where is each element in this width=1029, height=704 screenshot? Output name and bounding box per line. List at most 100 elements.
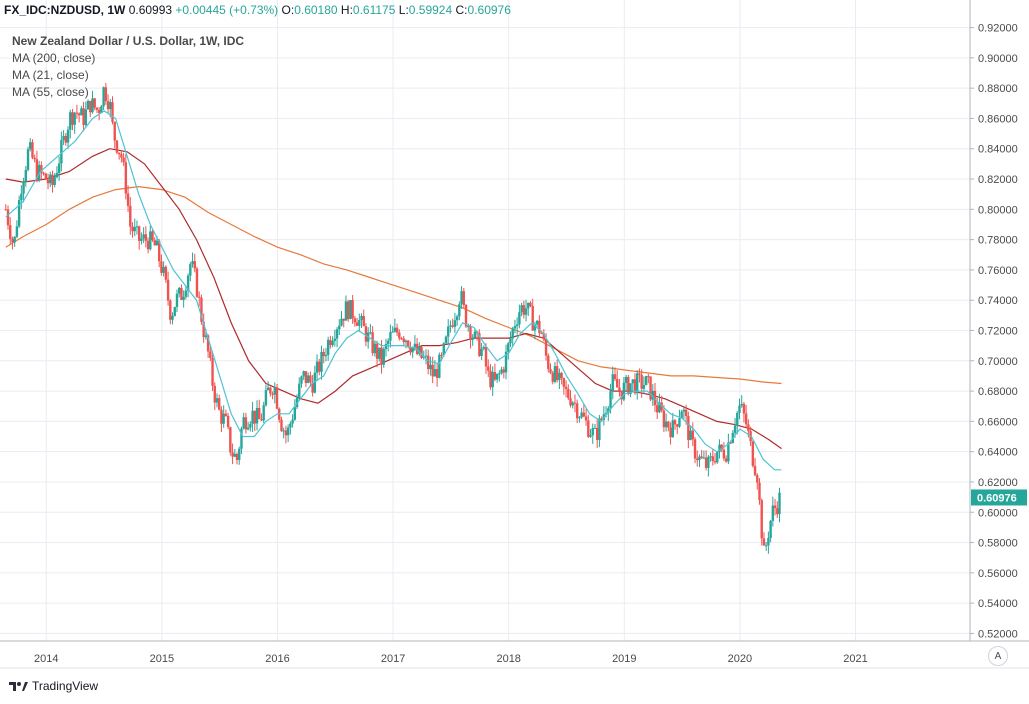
- candle-body: [684, 409, 688, 417]
- candle-body: [402, 338, 405, 343]
- candle-body: [255, 407, 259, 424]
- candle-body: [155, 240, 159, 246]
- candle-body: [97, 109, 101, 114]
- candle-body: [762, 538, 766, 546]
- candle-body: [289, 423, 292, 428]
- auto-scale-button[interactable]: A: [988, 646, 1008, 666]
- candle-body: [658, 402, 661, 413]
- high-label: H:: [340, 3, 353, 17]
- candle-body: [547, 355, 550, 370]
- candle-body: [709, 456, 712, 458]
- candle-body: [331, 340, 334, 346]
- symbol-name[interactable]: FX_IDC:NZDUSD, 1W: [4, 3, 126, 17]
- candle-body: [151, 231, 154, 241]
- candle-body: [409, 346, 412, 353]
- candle-body: [375, 343, 379, 359]
- candle-body: [251, 410, 254, 424]
- candle-body: [447, 326, 450, 337]
- x-tick-label: 2019: [612, 653, 636, 665]
- candle-body: [413, 343, 417, 348]
- candle-body: [189, 264, 192, 276]
- candle-body: [133, 226, 136, 232]
- candle-body: [453, 320, 457, 327]
- candle-body: [542, 333, 546, 340]
- candle-body: [740, 403, 743, 406]
- candle-body: [380, 347, 383, 365]
- legend-ma200[interactable]: MA (200, close): [12, 51, 96, 65]
- candle-body: [733, 425, 737, 433]
- candle-body: [318, 361, 321, 372]
- candle-body: [742, 403, 746, 414]
- candle-body: [529, 302, 532, 307]
- candle-body: [86, 100, 90, 110]
- candle-body: [53, 177, 56, 185]
- candle-body: [771, 505, 775, 521]
- candle-body: [162, 266, 165, 273]
- candle-body: [518, 312, 521, 325]
- candle-body: [520, 305, 523, 313]
- candle-body: [595, 427, 599, 440]
- legend-ma21[interactable]: MA (21, close): [12, 68, 89, 82]
- candle-body: [511, 328, 514, 339]
- ma55-line: [5, 148, 782, 450]
- candle-body: [773, 505, 777, 509]
- candle-body: [389, 332, 392, 341]
- candle-body: [633, 379, 637, 394]
- candle-body: [531, 306, 534, 331]
- candle-body: [46, 179, 50, 184]
- candle-body: [35, 159, 39, 181]
- candle-body: [729, 442, 732, 444]
- candle-body: [647, 376, 650, 378]
- candle-body: [571, 402, 574, 406]
- close-value: 0.60976: [467, 3, 511, 17]
- x-tick-label: 2014: [34, 653, 58, 665]
- candle-body: [573, 402, 577, 404]
- candle-body: [333, 338, 337, 341]
- ma200-line: [5, 185, 782, 385]
- candle-body: [55, 172, 59, 178]
- candle-body: [126, 193, 130, 206]
- candle-body: [664, 421, 668, 428]
- candle-body: [671, 420, 674, 438]
- candle-body: [111, 102, 114, 123]
- legend-ma55[interactable]: MA (55, close): [12, 85, 89, 99]
- candle-body: [524, 308, 528, 315]
- candle-body: [478, 333, 481, 356]
- candle-body: [593, 427, 597, 429]
- candle-body: [137, 226, 141, 241]
- brand-name[interactable]: TradingView: [32, 679, 99, 693]
- candle-body: [584, 416, 588, 421]
- candle-body: [166, 279, 170, 301]
- candle-body: [767, 538, 770, 546]
- candle-body: [498, 373, 501, 375]
- candle-body: [493, 372, 497, 380]
- candle-body: [607, 408, 610, 413]
- candle-body: [769, 520, 772, 539]
- candle-body: [64, 135, 68, 143]
- candle-body: [676, 424, 679, 427]
- candle-body: [582, 412, 586, 417]
- candle-body: [662, 410, 666, 428]
- candle-body: [320, 351, 323, 372]
- candle-body: [480, 348, 483, 356]
- candle-body: [451, 325, 454, 327]
- candle-body: [651, 390, 654, 400]
- y-tick-label: 0.82000: [978, 174, 1018, 186]
- candle-body: [716, 452, 719, 463]
- candle-body: [578, 417, 581, 419]
- candle-body: [42, 172, 45, 174]
- candle-body: [77, 113, 81, 116]
- candle-body: [182, 296, 185, 300]
- candle-body: [171, 315, 174, 320]
- y-tick-label: 0.66000: [978, 416, 1018, 428]
- candle-body: [640, 374, 643, 389]
- candle-body: [240, 428, 243, 449]
- candle-body: [224, 413, 228, 416]
- candle-body: [309, 375, 312, 383]
- candle-body: [351, 300, 354, 319]
- candle-body: [507, 343, 510, 352]
- candle-body: [284, 430, 288, 436]
- candle-body: [624, 376, 628, 383]
- candle-body: [711, 456, 715, 462]
